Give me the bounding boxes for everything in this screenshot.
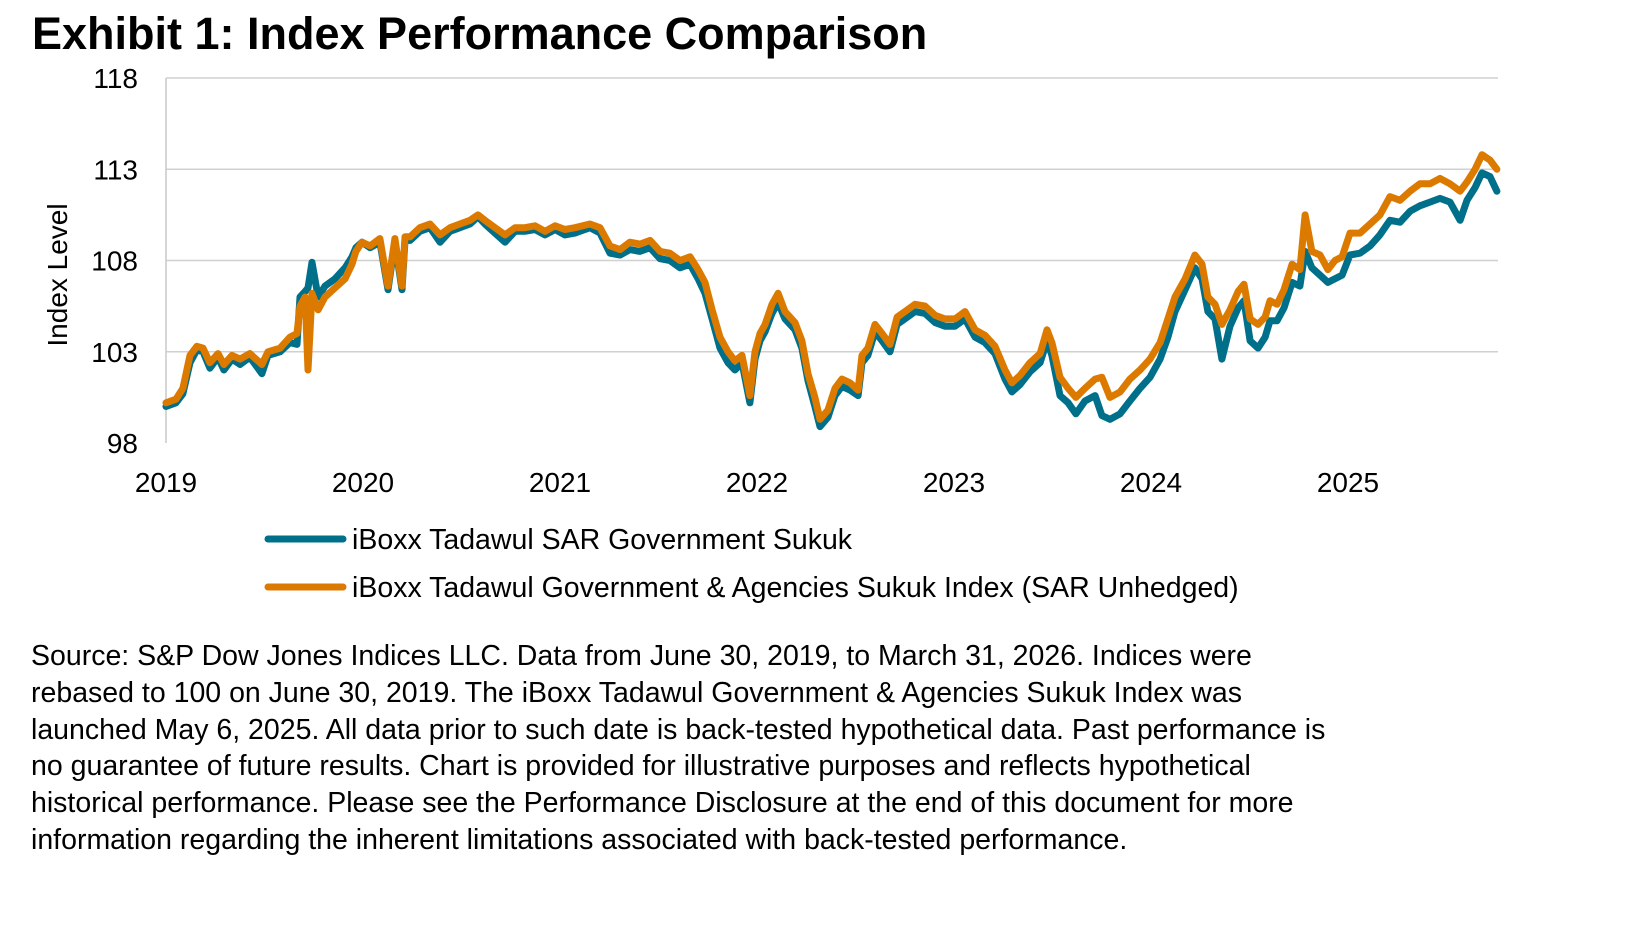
- series-lines: [162, 151, 1501, 431]
- source-line: information regarding the inherent limit…: [31, 823, 1128, 856]
- gridlines: [166, 77, 1498, 353]
- x-tick-label: 2024: [1120, 467, 1182, 498]
- legend-label-1: iBoxx Tadawul Government & Agencies Suku…: [352, 572, 1239, 604]
- x-tick-label: 2022: [726, 467, 788, 498]
- source-line: no guarantee of future results. Chart is…: [31, 750, 1251, 783]
- source-line: historical performance. Please see the P…: [31, 787, 1294, 820]
- x-tick-label: 2025: [1317, 467, 1379, 498]
- chart-title: Exhibit 1: Index Performance Comparison: [32, 8, 928, 59]
- legend: iBoxx Tadawul SAR Government Sukuk iBoxx…: [264, 524, 1239, 604]
- series-line-1: [162, 151, 1501, 423]
- source-line: Source: S&P Dow Jones Indices LLC. Data …: [31, 640, 1252, 672]
- y-tick-label: 98: [107, 428, 138, 459]
- source-note: Source: S&P Dow Jones Indices LLC. Data …: [31, 638, 1325, 859]
- y-tick-label: 113: [93, 154, 138, 185]
- x-tick-label: 2023: [923, 467, 985, 498]
- x-tick-label: 2021: [529, 467, 591, 498]
- y-tick-label: 108: [91, 246, 138, 277]
- y-axis-label: Index Level: [42, 203, 73, 346]
- source-line: launched May 6, 2025. All data prior to …: [31, 713, 1326, 746]
- x-tick-labels: 2019 2020 2021 2022 2023 2024 2025: [135, 467, 1379, 498]
- y-tick-labels: 98 103 108 113 118: [91, 63, 138, 459]
- y-tick-label: 118: [93, 63, 138, 94]
- legend-label-0: iBoxx Tadawul SAR Government Sukuk: [352, 524, 853, 556]
- source-line: rebased to 100 on June 30, 2019. The iBo…: [31, 676, 1242, 709]
- x-tick-label: 2019: [135, 467, 197, 498]
- x-tick-label: 2020: [332, 467, 394, 498]
- y-tick-label: 103: [91, 337, 138, 368]
